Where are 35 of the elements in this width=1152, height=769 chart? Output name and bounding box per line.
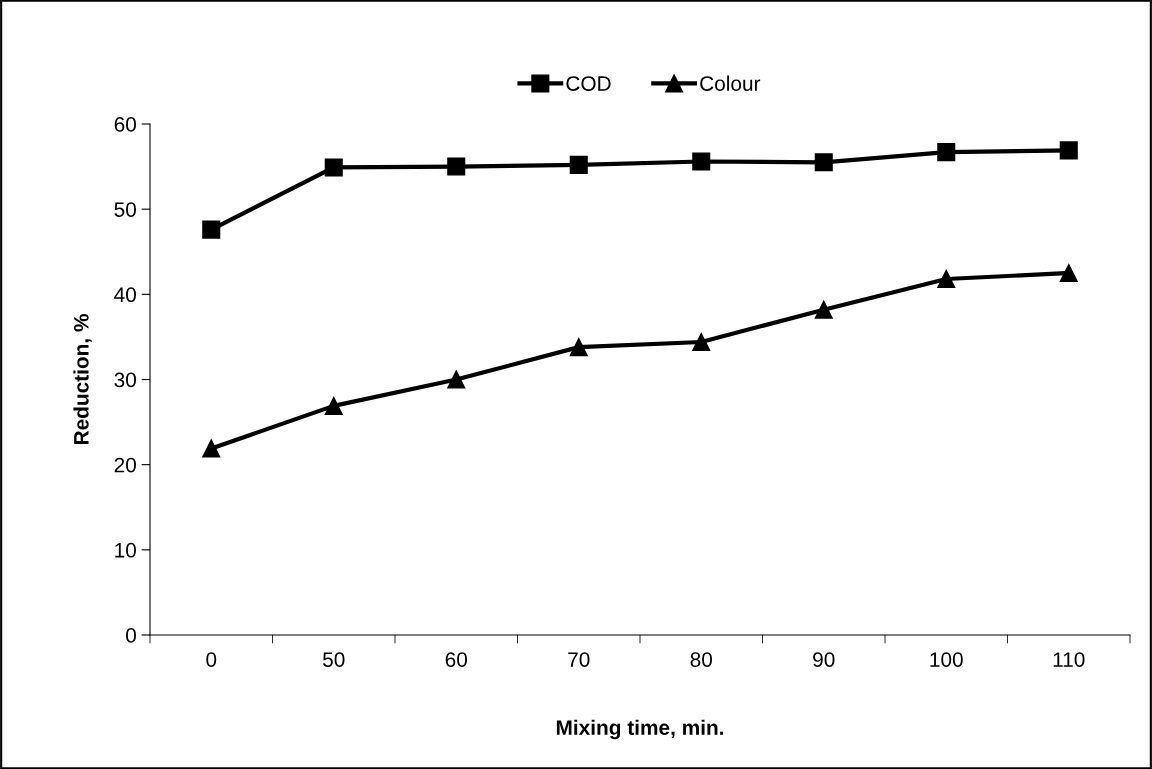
point [324, 396, 343, 415]
point [1059, 264, 1078, 283]
y-tick-label: 10 [115, 542, 136, 558]
x-tick-label: 110 [1053, 652, 1085, 667]
point [814, 300, 833, 319]
x-tick-label: 90 [813, 652, 835, 667]
y-axis-title: Reduction, % [73, 314, 92, 445]
x-tick-label: 60 [445, 652, 468, 667]
point [692, 152, 711, 171]
x-tick-label: 80 [690, 652, 713, 667]
legend-label: Colour [700, 75, 761, 91]
x-axis-title: Mixing time, min. [556, 719, 724, 740]
point [447, 370, 466, 389]
point [1059, 141, 1078, 160]
y-tick-label: 20 [114, 457, 136, 473]
point [202, 439, 221, 458]
y-tick-label: 0 [126, 628, 136, 643]
point [692, 332, 711, 352]
point [569, 155, 588, 174]
point [937, 143, 956, 162]
y-tick-label: 60 [114, 117, 136, 132]
legend-label: COD [566, 76, 611, 91]
y-tick-label: 30 [114, 372, 136, 388]
point [202, 220, 221, 239]
x-tick-label: 0 [206, 652, 217, 667]
point [814, 153, 833, 172]
point [447, 157, 466, 176]
x-tick-label: 70 [568, 652, 590, 667]
y-tick-label: 40 [114, 287, 136, 303]
x-tick-label: 100 [930, 652, 963, 667]
point [569, 338, 588, 357]
point [937, 269, 956, 289]
x-tick-label: 50 [323, 652, 345, 667]
y-tick-label: 50 [114, 202, 136, 217]
point [324, 158, 343, 177]
